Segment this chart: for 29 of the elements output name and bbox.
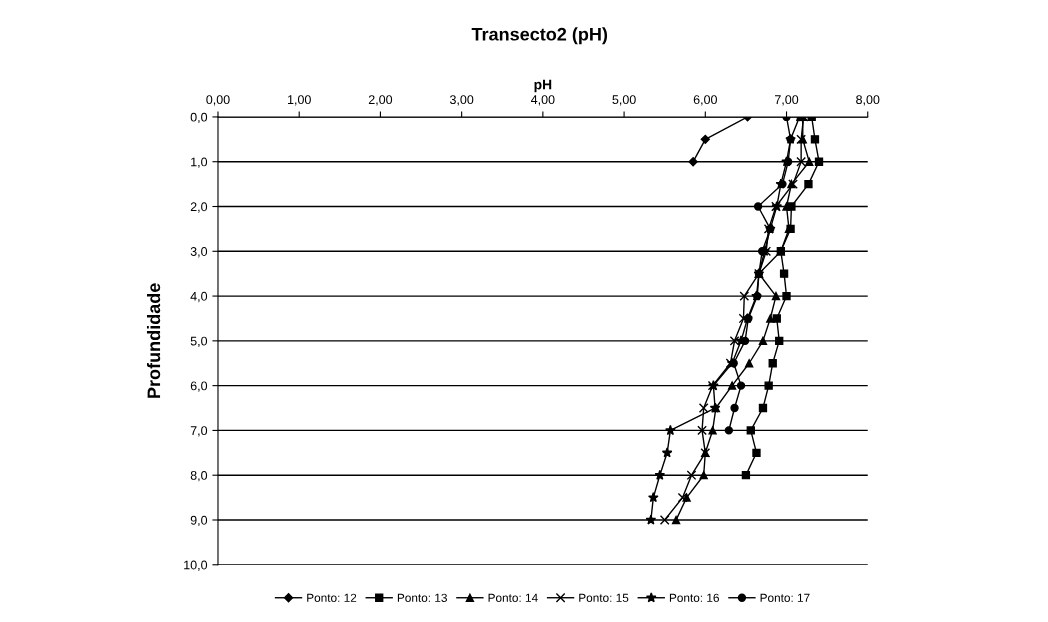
y-tick-label: 1,0 [191, 157, 208, 168]
legend-label: Ponto: 14 [488, 593, 538, 602]
x-tick-label: 5,00 [612, 95, 636, 106]
chart-title: Transecto2 (pH) [471, 27, 608, 45]
y-tick-label: 7,0 [190, 426, 208, 437]
y-tick-label: 4,0 [190, 291, 208, 303]
y-tick-label: 2,0 [190, 202, 208, 213]
legend-label: Ponto: 12 [307, 593, 357, 602]
x-tick-label: 2,00 [368, 95, 393, 106]
x-tick-label: 8,00 [856, 95, 880, 106]
legend-label: Ponto: 16 [669, 593, 719, 602]
y-tick-label: 6,0 [190, 381, 208, 392]
legend-label: Ponto: 17 [760, 593, 810, 602]
x-axis-title: pH [534, 79, 552, 93]
y-tick-label: 5,0 [190, 336, 208, 347]
y-axis-title: Profundidade [146, 283, 161, 398]
x-tick-label: 4,00 [530, 95, 555, 106]
y-tick-label: 9,0 [190, 515, 208, 527]
y-tick-label: 0,0 [190, 112, 208, 124]
x-tick-label: 3,00 [449, 95, 474, 106]
x-tick-label: 1,00 [287, 95, 311, 106]
y-tick-label: 10,0 [184, 560, 208, 571]
x-tick-label: 0,00 [206, 95, 230, 106]
legend-label: Ponto: 13 [397, 593, 447, 602]
x-tick-label: 7,00 [775, 95, 799, 106]
legend-label: Ponto: 15 [579, 593, 629, 602]
y-tick-label: 8,0 [190, 471, 208, 482]
y-tick-label: 3,0 [190, 247, 208, 258]
x-tick-label: 6,00 [693, 95, 717, 106]
